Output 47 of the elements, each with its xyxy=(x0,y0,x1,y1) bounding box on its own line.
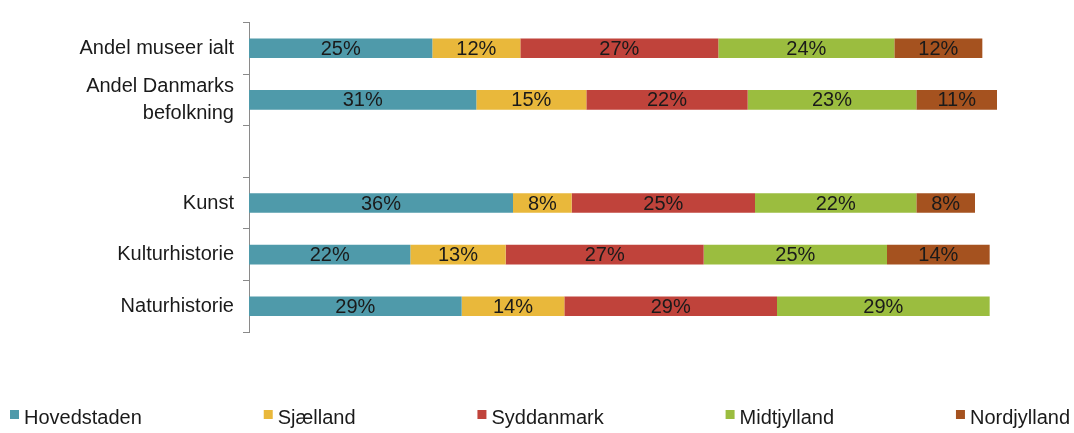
data-label: 12% xyxy=(456,36,497,59)
data-label: 31% xyxy=(342,88,383,111)
data-label: 22% xyxy=(646,88,688,111)
bar xyxy=(249,90,477,110)
data-label: 24% xyxy=(786,36,827,59)
y-tick-label: Naturhistorie xyxy=(120,293,234,316)
bar xyxy=(520,38,719,59)
data-label: 23% xyxy=(811,88,853,111)
data-label: 27% xyxy=(584,243,625,266)
bar xyxy=(564,296,777,317)
bar xyxy=(777,296,990,317)
bar xyxy=(249,193,513,213)
data-label: 25% xyxy=(643,191,684,214)
bar xyxy=(249,38,433,59)
legend-label: Midtjylland xyxy=(739,405,835,428)
y-tick-label: Andel museer ialt xyxy=(79,35,235,58)
data-label: 14% xyxy=(918,243,959,266)
data-label: 36% xyxy=(360,191,402,214)
y-tick-label: Kulturhistorie xyxy=(117,242,234,265)
bar xyxy=(249,296,462,317)
legend-label: Nordjylland xyxy=(969,405,1071,428)
data-label: 27% xyxy=(599,36,640,59)
legend-label: Syddanmark xyxy=(491,405,605,428)
data-label: 11% xyxy=(937,88,977,111)
y-tick-label: Andel Danmarks befolkning xyxy=(86,73,234,123)
data-label: 29% xyxy=(335,294,376,317)
data-label: 25% xyxy=(320,36,361,59)
data-label: 29% xyxy=(650,294,691,317)
bar xyxy=(505,244,704,265)
data-label: 8% xyxy=(931,191,961,214)
data-label: 12% xyxy=(918,36,959,59)
bar xyxy=(571,193,755,213)
y-tick-label: Kunst xyxy=(182,190,235,213)
bar xyxy=(586,90,748,110)
data-label: 22% xyxy=(815,191,856,214)
data-label: 25% xyxy=(775,243,816,266)
data-label: 14% xyxy=(492,294,534,317)
legend-label: Sjælland xyxy=(277,405,356,428)
bar xyxy=(718,38,895,59)
data-label: 8% xyxy=(527,191,557,214)
bar xyxy=(747,90,917,110)
data-label: 22% xyxy=(309,243,350,266)
bar xyxy=(755,193,917,213)
legend-label: Hovedstaden xyxy=(24,405,142,428)
data-label: 13% xyxy=(437,243,479,266)
data-label: 15% xyxy=(511,88,552,111)
data-label: 29% xyxy=(863,294,904,317)
